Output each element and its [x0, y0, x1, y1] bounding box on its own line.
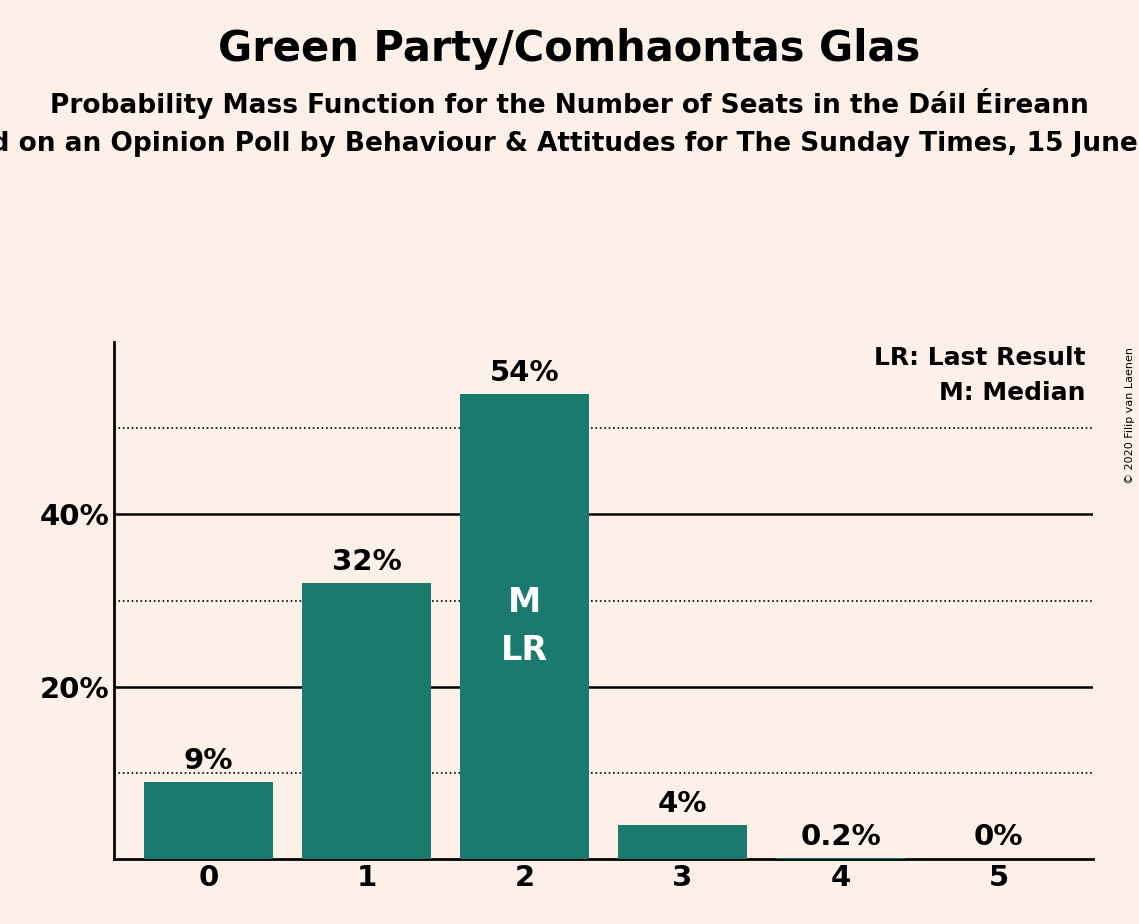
- Text: Green Party/Comhaontas Glas: Green Party/Comhaontas Glas: [219, 28, 920, 69]
- Text: 54%: 54%: [490, 359, 559, 387]
- Text: 4%: 4%: [658, 790, 707, 818]
- Text: © 2020 Filip van Laenen: © 2020 Filip van Laenen: [1125, 347, 1134, 484]
- Bar: [460, 394, 590, 859]
- Bar: [144, 782, 273, 859]
- Text: 0%: 0%: [974, 822, 1024, 851]
- Text: 9%: 9%: [183, 747, 233, 775]
- Text: Based on an Opinion Poll by Behaviour & Attitudes for The Sunday Times, 15 June : Based on an Opinion Poll by Behaviour & …: [0, 131, 1139, 157]
- Text: 32%: 32%: [331, 549, 402, 577]
- Bar: [302, 583, 432, 859]
- Text: M: Median: M: Median: [939, 381, 1085, 405]
- Text: LR: Last Result: LR: Last Result: [874, 346, 1085, 371]
- Bar: [617, 825, 747, 859]
- Text: M
LR: M LR: [501, 586, 548, 667]
- Text: Probability Mass Function for the Number of Seats in the Dáil Éireann: Probability Mass Function for the Number…: [50, 88, 1089, 119]
- Bar: [776, 857, 906, 859]
- Text: 0.2%: 0.2%: [801, 822, 882, 851]
